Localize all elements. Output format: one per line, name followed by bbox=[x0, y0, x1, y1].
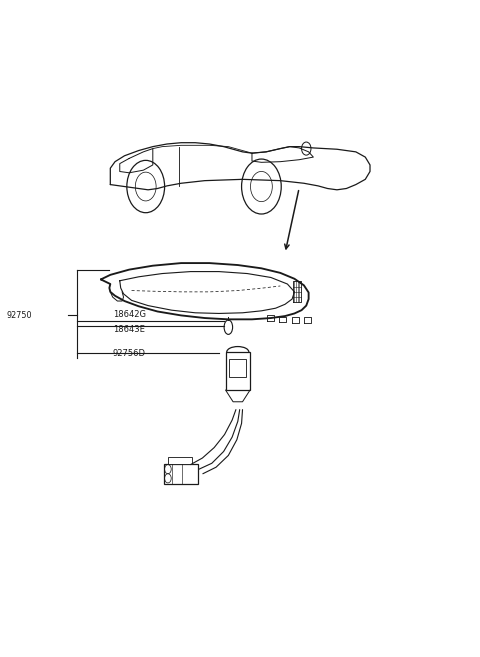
Text: 18643E: 18643E bbox=[113, 325, 144, 334]
Text: 92750: 92750 bbox=[7, 311, 32, 320]
Bar bbox=[164, 464, 198, 484]
Text: 92756D: 92756D bbox=[113, 349, 145, 358]
Ellipse shape bbox=[227, 346, 249, 357]
Bar bbox=[226, 352, 250, 390]
Bar bbox=[168, 457, 192, 464]
Text: 18642G: 18642G bbox=[113, 309, 145, 319]
Ellipse shape bbox=[224, 320, 233, 334]
Bar bbox=[229, 359, 246, 377]
